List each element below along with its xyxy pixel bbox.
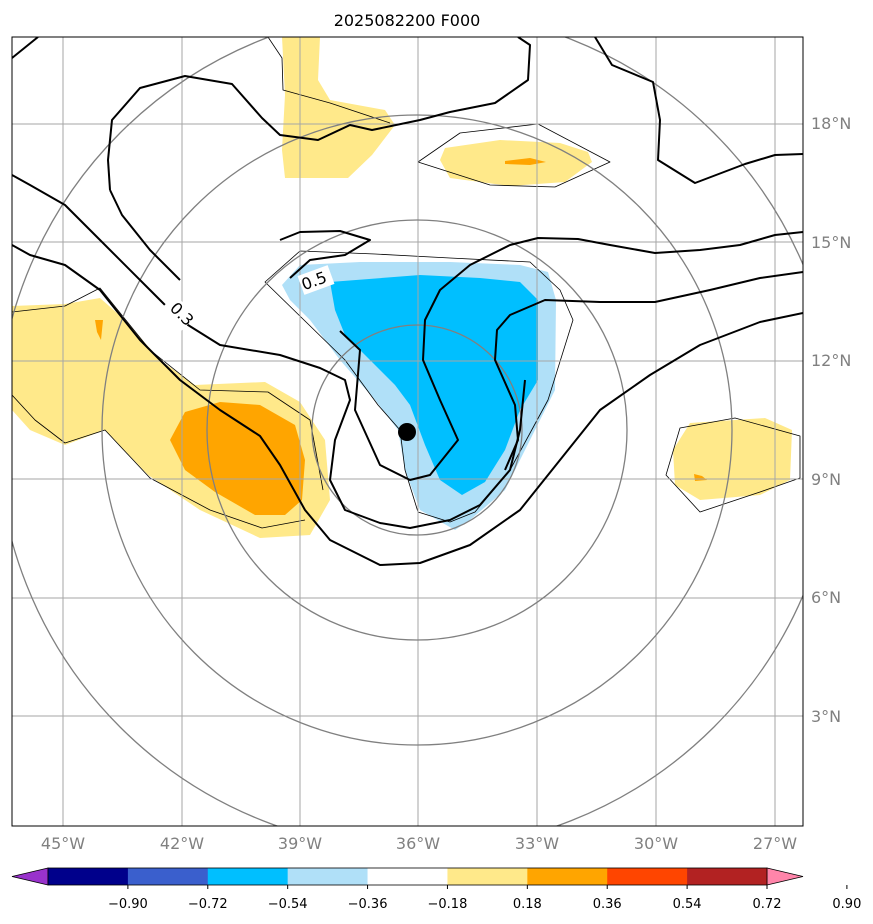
colorbar-segment xyxy=(527,868,608,885)
lat-label: 9°N xyxy=(811,470,841,489)
lat-label: 15°N xyxy=(811,233,851,252)
map-title: 2025082200 F000 xyxy=(334,11,481,30)
colorbar-extend-high xyxy=(766,867,804,886)
map-frame xyxy=(11,36,804,827)
map-area: 0.3 0.5 xyxy=(12,37,803,826)
lon-label: 42°W xyxy=(160,834,204,853)
colorbar-tick-label: 0.90 xyxy=(832,897,861,912)
colorbar-segment xyxy=(207,868,289,885)
lat-label: 6°N xyxy=(811,588,841,607)
colorbar-tick-label: −0.54 xyxy=(268,897,308,912)
colorbar-segment xyxy=(447,868,528,885)
colorbar-tick-label: −0.72 xyxy=(188,897,228,912)
lon-label: 30°W xyxy=(634,834,678,853)
storm-center-marker xyxy=(398,423,416,441)
latitude-labels: 18°N 15°N 12°N 9°N 6°N 3°N xyxy=(811,114,851,726)
colorbar-segment xyxy=(687,868,768,885)
colorbar-segment xyxy=(367,868,448,885)
colorbar-tick-label: −0.90 xyxy=(108,897,148,912)
shade-orange-core xyxy=(170,402,305,515)
colorbar-segment xyxy=(127,868,209,885)
lon-label: 33°W xyxy=(515,834,559,853)
colorbar-tick-label: −0.18 xyxy=(428,897,468,912)
lon-label: 39°W xyxy=(278,834,322,853)
colorbar-tick-label: 0.72 xyxy=(753,897,782,912)
lat-label: 18°N xyxy=(811,114,851,133)
colorbar-tick-label: −0.36 xyxy=(348,897,388,912)
colorbar-tick-label: 0.54 xyxy=(673,897,702,912)
orange-shading xyxy=(95,158,707,515)
shade-orange-speck-north xyxy=(505,158,546,165)
longitude-labels: 45°W 42°W 39°W 36°W 33°W 30°W 27°W xyxy=(41,834,797,853)
lon-label: 45°W xyxy=(41,834,85,853)
shade-orange-speck-west xyxy=(95,320,103,340)
thin-contours xyxy=(12,37,801,529)
lon-label: 27°W xyxy=(753,834,797,853)
colorbar-frame xyxy=(47,867,768,886)
colorbar-extend-low xyxy=(11,867,49,886)
lat-label: 3°N xyxy=(811,707,841,726)
colorbar-tick-label: 0.18 xyxy=(513,897,542,912)
colorbar-tick-label: 0.36 xyxy=(593,897,622,912)
thick-contours xyxy=(12,37,803,566)
colorbar-segment xyxy=(607,868,688,885)
lat-label: 12°N xyxy=(811,351,851,370)
range-rings xyxy=(12,37,803,826)
colorbar-segment xyxy=(48,868,129,885)
colorbar-segment xyxy=(287,868,369,885)
lon-label: 36°W xyxy=(396,834,440,853)
shade-north-plume xyxy=(282,37,395,178)
colorbar: −0.90 −0.72 −0.54 −0.36 −0.18 0.18 0.36 0.54 0.7… xyxy=(11,867,861,912)
